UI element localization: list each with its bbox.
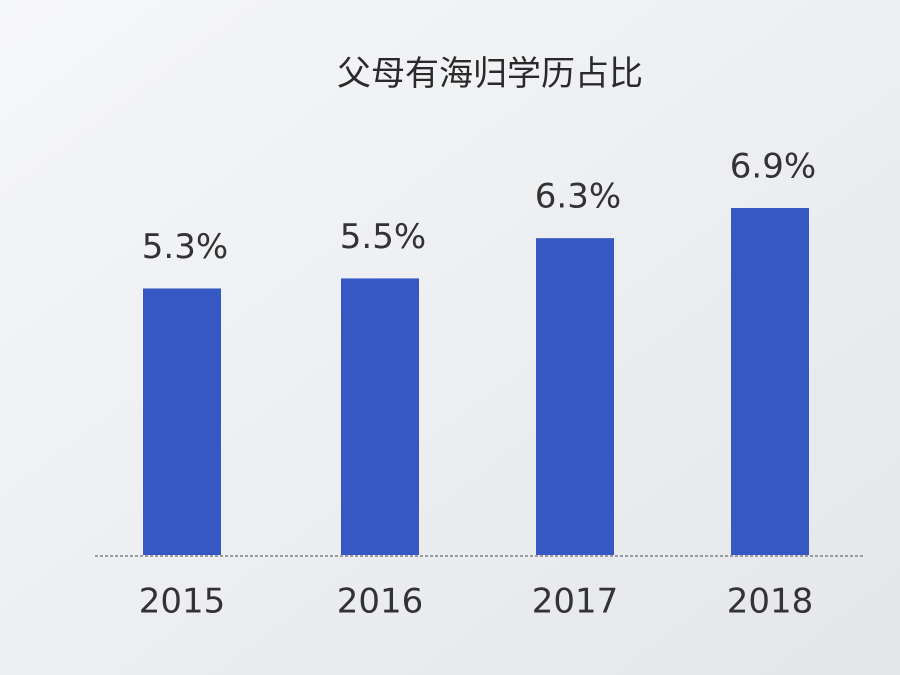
x-tick-label: 2017 — [532, 582, 619, 622]
bar — [341, 278, 419, 555]
bar — [536, 238, 614, 555]
chart-title: 父母有海归学历占比 — [337, 54, 643, 94]
value-label: 5.5% — [340, 217, 426, 257]
x-tick-label: 2018 — [727, 582, 814, 622]
value-label: 6.3% — [535, 177, 621, 217]
bar — [143, 288, 221, 555]
bar — [731, 208, 809, 555]
x-tick-label: 2016 — [337, 582, 424, 622]
value-label: 5.3% — [142, 227, 228, 267]
x-tick-label: 2015 — [139, 582, 226, 622]
value-label: 6.9% — [730, 147, 816, 187]
